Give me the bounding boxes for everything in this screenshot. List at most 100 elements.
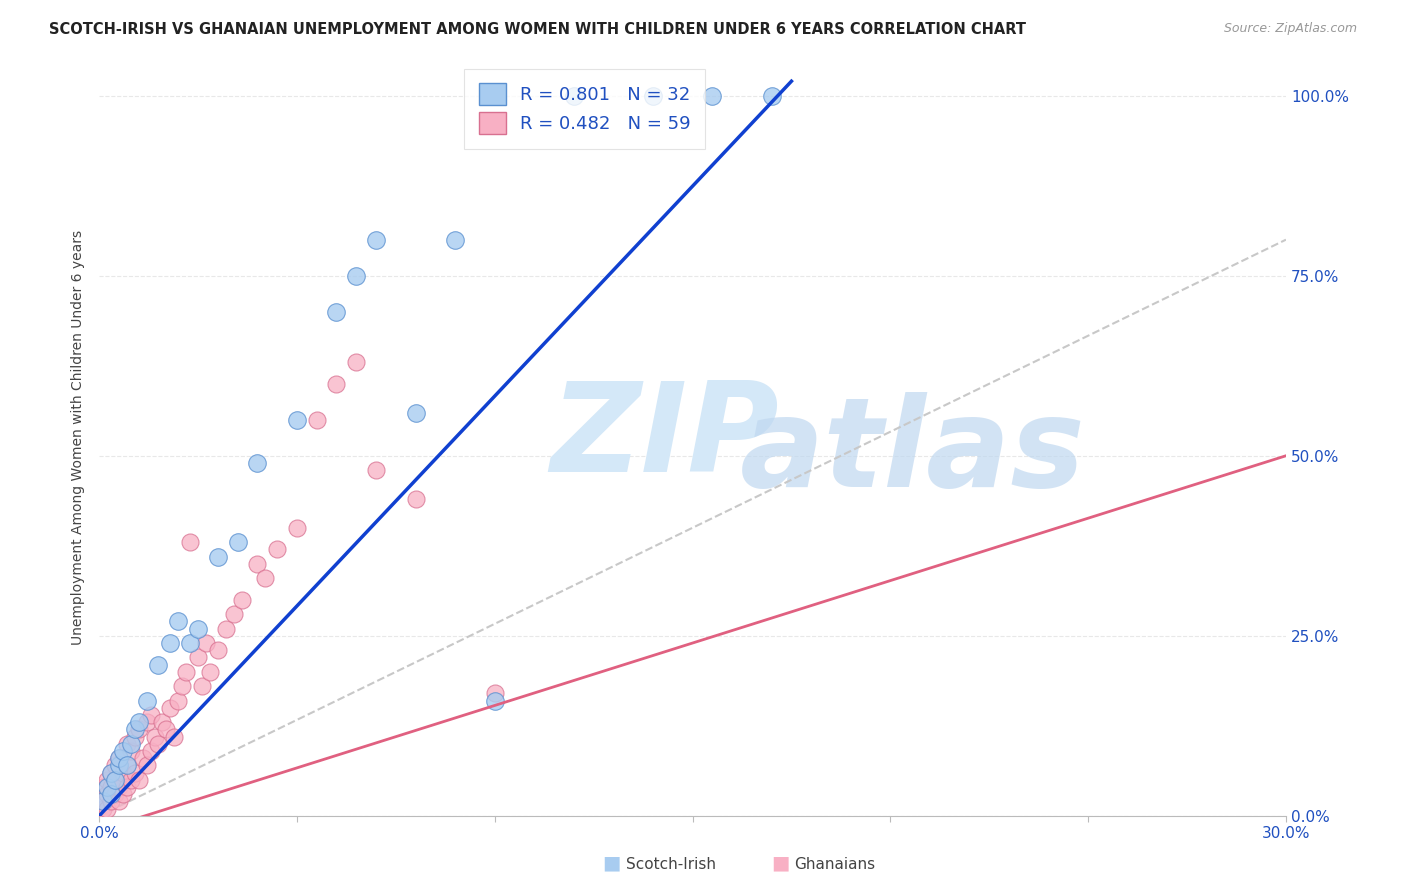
- Point: [131, 751, 153, 765]
- Point: [108, 751, 131, 765]
- Point: [108, 758, 131, 772]
- Point: [100, 795, 122, 809]
- Point: [120, 744, 142, 758]
- Legend: R = 0.801   N = 32, R = 0.482   N = 59: R = 0.801 N = 32, R = 0.482 N = 59: [464, 69, 706, 149]
- Point: [226, 535, 249, 549]
- Point: [96, 772, 118, 787]
- Point: [254, 571, 277, 585]
- Point: [159, 701, 181, 715]
- Point: [96, 802, 118, 816]
- Point: [148, 657, 170, 672]
- Point: [266, 542, 288, 557]
- Point: [222, 607, 245, 622]
- Point: [364, 463, 387, 477]
- Point: [115, 737, 138, 751]
- Point: [135, 715, 157, 730]
- Point: [124, 730, 146, 744]
- Point: [305, 413, 328, 427]
- Point: [641, 88, 664, 103]
- Point: [91, 795, 114, 809]
- Point: [163, 730, 186, 744]
- Point: [285, 413, 308, 427]
- Point: [207, 549, 229, 564]
- Point: [135, 758, 157, 772]
- Point: [128, 715, 150, 730]
- Point: [191, 679, 214, 693]
- Point: [159, 636, 181, 650]
- Point: [344, 268, 367, 283]
- Point: [100, 765, 122, 780]
- Text: Source: ZipAtlas.com: Source: ZipAtlas.com: [1223, 22, 1357, 36]
- Point: [174, 665, 197, 679]
- Point: [484, 693, 506, 707]
- Point: [194, 636, 217, 650]
- Text: ZIP: ZIP: [550, 377, 779, 499]
- Y-axis label: Unemployment Among Women with Children Under 6 years: Unemployment Among Women with Children U…: [72, 230, 86, 645]
- Text: ■: ■: [770, 854, 790, 872]
- Point: [139, 708, 162, 723]
- Point: [215, 622, 238, 636]
- Point: [96, 787, 118, 801]
- Point: [325, 304, 347, 318]
- Text: SCOTCH-IRISH VS GHANAIAN UNEMPLOYMENT AMONG WOMEN WITH CHILDREN UNDER 6 YEARS CO: SCOTCH-IRISH VS GHANAIAN UNEMPLOYMENT AM…: [49, 22, 1026, 37]
- Point: [562, 88, 585, 103]
- Point: [364, 233, 387, 247]
- Text: Ghanaians: Ghanaians: [794, 857, 876, 872]
- Point: [120, 772, 142, 787]
- Point: [167, 693, 190, 707]
- Text: atlas: atlas: [740, 392, 1085, 514]
- Point: [128, 772, 150, 787]
- Text: ■: ■: [602, 854, 621, 872]
- Point: [139, 744, 162, 758]
- Point: [179, 535, 201, 549]
- Point: [761, 88, 783, 103]
- Point: [325, 376, 347, 391]
- Point: [124, 723, 146, 737]
- Point: [148, 737, 170, 751]
- Point: [143, 730, 166, 744]
- Point: [405, 405, 427, 419]
- Point: [231, 592, 253, 607]
- Point: [115, 758, 138, 772]
- Point: [111, 787, 134, 801]
- Point: [104, 772, 127, 787]
- Point: [285, 521, 308, 535]
- Point: [155, 723, 177, 737]
- Point: [128, 723, 150, 737]
- Point: [108, 751, 131, 765]
- Point: [152, 715, 174, 730]
- Point: [187, 650, 209, 665]
- Point: [108, 780, 131, 794]
- Point: [344, 355, 367, 369]
- Point: [108, 795, 131, 809]
- Point: [96, 780, 118, 794]
- Point: [111, 765, 134, 780]
- Point: [100, 780, 122, 794]
- Point: [91, 780, 114, 794]
- Point: [187, 622, 209, 636]
- Point: [484, 686, 506, 700]
- Point: [702, 88, 724, 103]
- Point: [179, 636, 201, 650]
- Point: [115, 780, 138, 794]
- Point: [111, 744, 134, 758]
- Point: [246, 557, 269, 571]
- Point: [135, 693, 157, 707]
- Point: [198, 665, 221, 679]
- Point: [104, 758, 127, 772]
- Text: Scotch-Irish: Scotch-Irish: [626, 857, 716, 872]
- Point: [104, 787, 127, 801]
- Point: [115, 758, 138, 772]
- Point: [120, 737, 142, 751]
- Point: [405, 491, 427, 506]
- Point: [172, 679, 194, 693]
- Point: [207, 643, 229, 657]
- Point: [91, 802, 114, 816]
- Point: [124, 765, 146, 780]
- Point: [246, 456, 269, 470]
- Point: [104, 772, 127, 787]
- Point: [91, 795, 114, 809]
- Point: [100, 765, 122, 780]
- Point: [100, 787, 122, 801]
- Point: [167, 615, 190, 629]
